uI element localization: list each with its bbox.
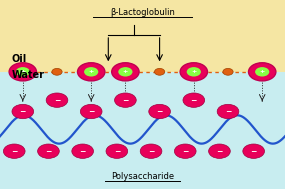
Circle shape [115, 93, 136, 107]
Text: −: − [88, 107, 94, 116]
Circle shape [209, 144, 230, 158]
Text: Oil: Oil [11, 54, 27, 64]
Bar [0, 72, 285, 189]
Text: +: + [20, 69, 25, 74]
Text: +: + [260, 69, 265, 74]
Circle shape [84, 67, 98, 77]
Text: −: − [11, 147, 17, 156]
Text: +: + [191, 69, 196, 74]
Circle shape [78, 63, 105, 81]
Text: β-Lactoglobulin: β-Lactoglobulin [110, 8, 175, 17]
Circle shape [174, 144, 196, 158]
Circle shape [180, 63, 207, 81]
Text: Water: Water [11, 70, 44, 80]
Circle shape [183, 93, 205, 107]
Circle shape [112, 63, 139, 81]
Circle shape [223, 68, 233, 75]
Text: −: − [182, 147, 188, 156]
Text: +: + [123, 69, 128, 74]
Text: −: − [225, 107, 231, 116]
Circle shape [187, 67, 201, 77]
Text: −: − [191, 96, 197, 105]
Circle shape [140, 144, 162, 158]
Circle shape [118, 67, 133, 77]
Circle shape [46, 93, 68, 107]
Text: −: − [156, 107, 163, 116]
Circle shape [106, 144, 128, 158]
Circle shape [9, 63, 36, 81]
Circle shape [3, 144, 25, 158]
Text: +: + [89, 69, 94, 74]
Text: −: − [45, 147, 52, 156]
Text: Polysaccharide: Polysaccharide [111, 172, 174, 181]
Circle shape [38, 144, 59, 158]
Text: −: − [54, 96, 60, 105]
Text: −: − [148, 147, 154, 156]
Circle shape [255, 67, 269, 77]
Text: −: − [20, 107, 26, 116]
Bar [0, 0, 285, 72]
Text: −: − [122, 96, 129, 105]
Text: −: − [251, 147, 257, 156]
Circle shape [243, 144, 264, 158]
Circle shape [154, 68, 165, 75]
Circle shape [217, 104, 239, 119]
Circle shape [52, 68, 62, 75]
Text: −: − [114, 147, 120, 156]
Circle shape [16, 67, 30, 77]
Circle shape [249, 63, 276, 81]
Circle shape [149, 104, 170, 119]
Text: −: − [80, 147, 86, 156]
Circle shape [72, 144, 93, 158]
Text: −: − [216, 147, 223, 156]
Circle shape [12, 104, 34, 119]
Circle shape [80, 104, 102, 119]
